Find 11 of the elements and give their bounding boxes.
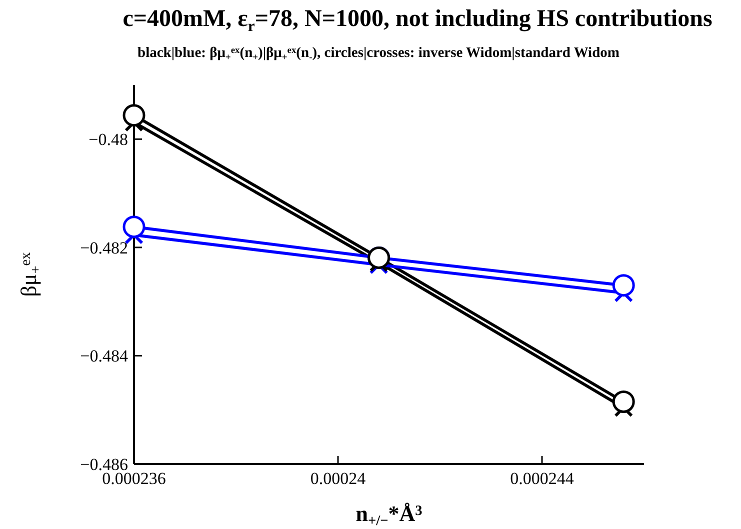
point — [122, 104, 146, 127]
x-tick-label: 0.000244 — [510, 469, 574, 488]
point — [612, 274, 635, 297]
y-tick-label: −0.48 — [88, 130, 128, 150]
text: black|blue: βμ$_{+}$$^{ex}$(n$_{+}$)|βμ$_{+}$$^{ex}$(n$_{-}$), circles|crosses: inverse Widom|standard Widom — [138, 45, 620, 63]
point — [122, 216, 146, 238]
y-tick-label: −0.484 — [80, 346, 128, 366]
x-tick-label: 0.00024 — [310, 469, 366, 488]
x-axis-title: n$_{+/−}$*Å$^{3}$ — [356, 501, 422, 529]
chart-title: c=400mM, ε$_{r}$=78, N=1000, not including HS contributions — [122, 6, 712, 35]
y-tick-label: −0.482 — [80, 238, 128, 258]
